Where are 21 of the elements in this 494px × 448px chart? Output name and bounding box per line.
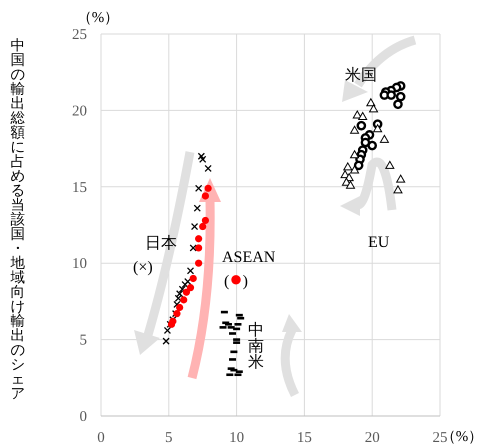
series-label: ASEAN: [222, 249, 276, 266]
annotation: (×): [133, 259, 153, 276]
y-tick-label: 10: [72, 256, 87, 272]
x-tick-label: 20: [364, 430, 380, 446]
series-label: 米国: [345, 66, 377, 84]
x-tick-label: 10: [229, 430, 244, 446]
y-tick-label: 20: [72, 103, 87, 120]
y-tick-label: 15: [72, 180, 87, 196]
x-tick-label: 25: [432, 430, 448, 446]
series-label: 日本: [145, 234, 177, 252]
text: （%）: [76, 10, 120, 26]
x-tick-label: 15: [296, 430, 312, 446]
text: EU: [368, 234, 390, 251]
y-tick-label: 5: [80, 332, 87, 349]
text: 中国の輸出総額に占める当該国・地域向け輸出のシェア: [10, 38, 26, 402]
x-tick-label: 5: [165, 430, 173, 446]
y-tick-label: 25: [72, 27, 87, 43]
series-label: 中南米: [248, 321, 264, 371]
annotation: (●): [224, 266, 248, 291]
x-tick-label: 0: [97, 430, 105, 446]
y-tick-label: 0: [80, 409, 87, 425]
